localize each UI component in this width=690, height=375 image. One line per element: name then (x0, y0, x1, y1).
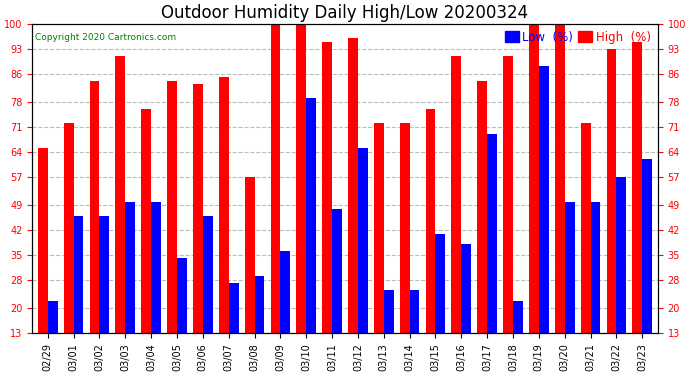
Bar (384, 290, 393, 375)
Bar (435, 234, 445, 375)
Bar (462, 244, 471, 375)
Bar (203, 216, 213, 375)
Bar (581, 123, 591, 375)
Bar (219, 77, 228, 375)
Bar (270, 24, 280, 375)
Bar (477, 81, 487, 375)
Bar (332, 209, 342, 375)
Bar (141, 109, 151, 375)
Bar (426, 109, 435, 375)
Bar (297, 24, 306, 375)
Bar (487, 134, 497, 375)
Bar (513, 301, 523, 375)
Bar (63, 123, 74, 375)
Bar (348, 38, 358, 375)
Bar (255, 276, 264, 375)
Bar (539, 66, 549, 375)
Title: Outdoor Humidity Daily High/Low 20200324: Outdoor Humidity Daily High/Low 20200324 (161, 4, 529, 22)
Bar (48, 301, 57, 375)
Bar (555, 24, 564, 375)
Bar (38, 148, 48, 375)
Bar (151, 201, 161, 375)
Bar (410, 290, 420, 375)
Bar (306, 98, 316, 375)
Bar (616, 177, 627, 375)
Bar (74, 216, 83, 375)
Bar (280, 251, 290, 375)
Bar (642, 159, 652, 375)
Bar (322, 42, 332, 375)
Bar (633, 42, 642, 375)
Bar (374, 123, 384, 375)
Bar (591, 201, 600, 375)
Bar (99, 216, 109, 375)
Bar (607, 49, 616, 375)
Bar (529, 24, 539, 375)
Bar (400, 123, 410, 375)
Legend: Low  (%), High  (%): Low (%), High (%) (504, 30, 652, 45)
Bar (228, 284, 239, 375)
Bar (177, 258, 187, 375)
Bar (245, 177, 255, 375)
Bar (451, 56, 462, 375)
Bar (126, 201, 135, 375)
Bar (358, 148, 368, 375)
Bar (90, 81, 99, 375)
Bar (115, 56, 126, 375)
Bar (564, 201, 575, 375)
Bar (193, 84, 203, 375)
Text: Copyright 2020 Cartronics.com: Copyright 2020 Cartronics.com (35, 33, 177, 42)
Bar (503, 56, 513, 375)
Bar (167, 81, 177, 375)
